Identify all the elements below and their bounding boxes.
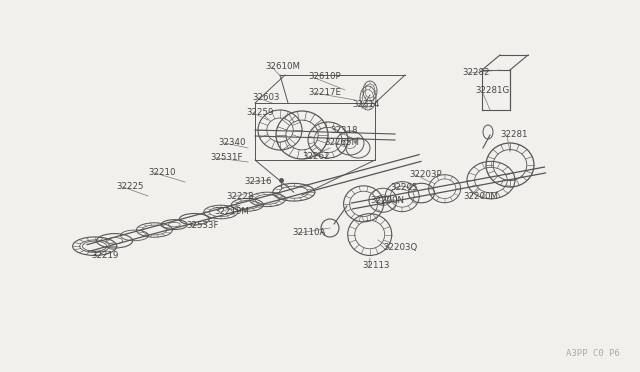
Text: 32210: 32210 (148, 168, 175, 177)
Text: 32113: 32113 (362, 261, 390, 270)
Text: 32200M: 32200M (463, 192, 498, 201)
Text: A3PP C0 P6: A3PP C0 P6 (566, 349, 620, 358)
Text: 32533F: 32533F (186, 221, 218, 230)
Text: 32265M: 32265M (324, 138, 359, 147)
Text: 32318: 32318 (330, 126, 358, 135)
Text: 32314: 32314 (352, 100, 380, 109)
Text: 32281: 32281 (500, 130, 527, 139)
Text: 32200N: 32200N (370, 196, 404, 205)
Text: 32531F: 32531F (210, 153, 243, 162)
Text: 32203P: 32203P (409, 170, 442, 179)
Text: 32259: 32259 (246, 108, 273, 117)
Text: 32281G: 32281G (475, 86, 509, 95)
Text: 32282: 32282 (462, 68, 490, 77)
Text: 32205: 32205 (390, 183, 417, 192)
Text: 32610P: 32610P (308, 72, 340, 81)
Text: 32225: 32225 (116, 182, 143, 191)
Text: 32262: 32262 (302, 152, 330, 161)
Text: 32340: 32340 (218, 138, 246, 147)
Text: 32610M: 32610M (265, 62, 300, 71)
Text: 32219M: 32219M (214, 207, 249, 216)
Text: 32228: 32228 (226, 192, 253, 201)
Text: 32603: 32603 (252, 93, 280, 102)
Text: 32217E: 32217E (308, 88, 341, 97)
Text: 32316: 32316 (244, 177, 271, 186)
Text: 32110A: 32110A (292, 228, 325, 237)
Text: 32203Q: 32203Q (383, 243, 417, 252)
Text: 32219: 32219 (91, 251, 118, 260)
